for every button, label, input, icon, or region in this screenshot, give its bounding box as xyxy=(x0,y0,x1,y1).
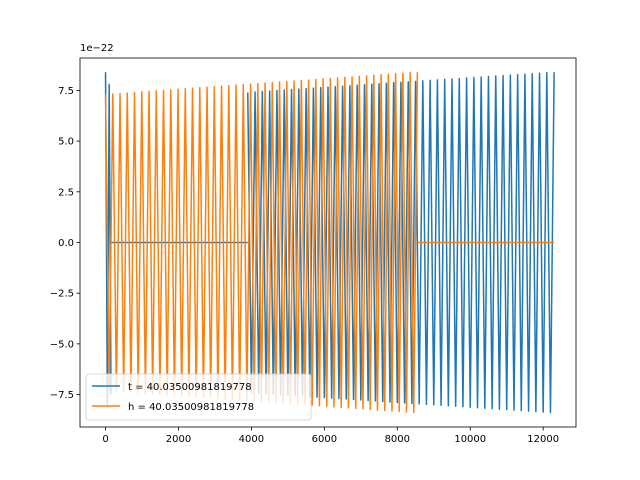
y-tick-label: 0.0 xyxy=(58,238,74,249)
x-tick-label: 6000 xyxy=(312,434,337,445)
series-layer xyxy=(104,71,555,414)
x-tick-label: 8000 xyxy=(385,434,410,445)
y-tick-label: 5.0 xyxy=(58,137,74,148)
x-tick-label: 0 xyxy=(102,434,108,445)
legend: t = 40.03500981819778 h = 40.035009818197… xyxy=(85,373,312,421)
legend-label: t = 40.03500981819778 xyxy=(128,382,252,393)
legend-label: h = 40.03500981819778 xyxy=(128,402,254,413)
y-axis: −7.5 −5.0 −2.5 0.0 2.5 5.0 7.5 xyxy=(50,86,80,401)
y-tick-label: −7.5 xyxy=(50,390,74,401)
y-tick-label: 2.5 xyxy=(58,187,74,198)
x-tick-label: 2000 xyxy=(166,434,191,445)
x-tick-label: 12000 xyxy=(527,434,559,445)
x-tick-label: 4000 xyxy=(239,434,264,445)
y-offset-text: 1e−22 xyxy=(80,43,114,54)
y-tick-label: −2.5 xyxy=(50,289,74,300)
y-tick-label: 7.5 xyxy=(58,86,74,97)
y-tick-label: −5.0 xyxy=(50,339,74,350)
x-tick-label: 10000 xyxy=(454,434,486,445)
x-axis: 0 2000 4000 6000 8000 10000 12000 xyxy=(102,427,559,445)
legend-box xyxy=(85,373,312,421)
